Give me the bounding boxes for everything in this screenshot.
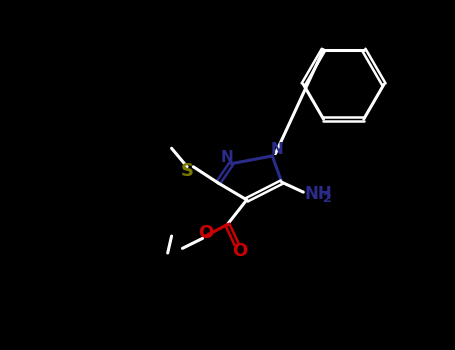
Text: N: N	[271, 142, 283, 157]
Text: NH: NH	[305, 185, 333, 203]
Text: S: S	[181, 162, 193, 180]
Text: O: O	[232, 243, 248, 260]
Text: O: O	[198, 224, 213, 242]
Text: 2: 2	[324, 192, 332, 205]
Text: N: N	[220, 150, 233, 165]
